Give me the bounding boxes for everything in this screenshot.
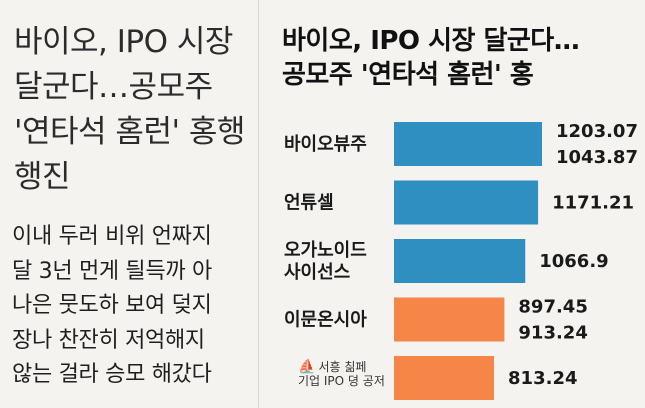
category-label-0: 바이오뷰주 [284, 134, 367, 155]
bar-2 [394, 239, 526, 283]
bar-chart: 바이오뷰주 1203.07 1043.87 언튜셀 1171.21 오가노이드 사이선스 10… [284, 121, 638, 400]
value-label-1: 1171.21 [552, 193, 634, 214]
value-label-2: 1066.9 [539, 251, 608, 272]
value-label-3: 897.45 913.24 [518, 297, 587, 344]
logo-line2: 기업 IPO 뎡 공저 [298, 374, 385, 388]
category-label-2: 오가노이드 사이선스 [284, 240, 367, 283]
bar-1 [394, 180, 539, 225]
category-label-1: 언튜셀 [284, 193, 334, 214]
bar-4 [394, 356, 495, 400]
left-article-panel: 바이오, IPO 시장 달군다…공모주 '연타석 홈런' 홍행 행진 이내 두러… [0, 0, 259, 408]
value-label-0: 1203.07 1043.87 [556, 121, 638, 168]
article-headline: 바이오, IPO 시장 달군다…공모주 '연타석 홈런' 홍행 행진 [14, 24, 245, 195]
source-logo: ⛵ 서흥 칢페 기업 IPO 뎡 공저 [298, 360, 385, 388]
logo-line1: 서흥 칢페 [318, 360, 367, 374]
bar-3 [394, 297, 505, 342]
value-label-4: 813.24 [508, 368, 577, 389]
bar-0 [394, 122, 542, 166]
article-body: 이내 두러 비위 언짜지 달 3넌 먼게 딀득까 아 나은 뭇도하 보여 덪지 … [12, 224, 212, 387]
chart-title: 바이오, IPO 시장 달군다… 공모주 '연타석 홈런' 홍 [282, 26, 580, 90]
category-label-3: 이문온시아 [284, 310, 367, 331]
sailboat-icon: ⛵ [298, 359, 316, 375]
